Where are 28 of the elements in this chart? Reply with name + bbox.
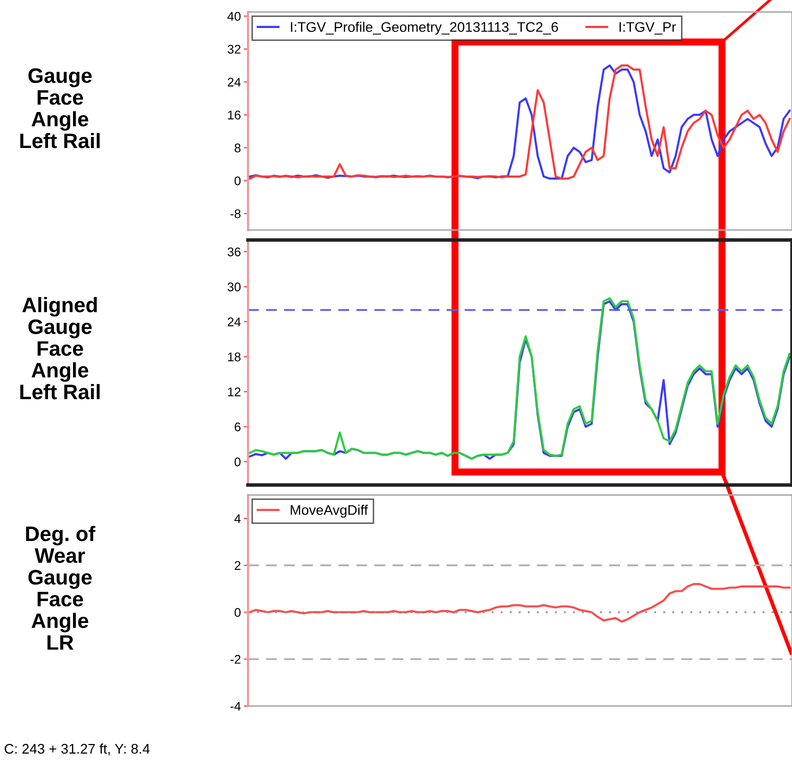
- y-tick-label: 12: [228, 387, 240, 396]
- y-tick-label: 36: [228, 247, 241, 256]
- y-axis-title: Aligned Gauge Face Angle Left Rail: [20, 297, 100, 400]
- y-axis-title: Gauge Face Angle Left Rail: [20, 68, 100, 148]
- y-tick-label: 30: [228, 282, 241, 292]
- y-tick-label: 24: [228, 78, 241, 86]
- line-series: [248, 583, 791, 623]
- y-tick-label: 32: [228, 44, 240, 54]
- y-tick-label: -2: [230, 654, 240, 664]
- y-tick-label: 18: [228, 352, 241, 362]
- y-tick-label: 24: [228, 317, 241, 326]
- legend-label: I:TGV_Pr: [620, 22, 676, 35]
- y-tick-label: 16: [228, 110, 241, 120]
- y-tick-label: 6: [234, 422, 241, 432]
- legend-label: MoveAvgDiff: [290, 504, 368, 518]
- y-axis-title: Deg. of Wear Gauge Face Angle LR: [26, 526, 96, 650]
- y-tick-label: 8: [234, 144, 241, 152]
- text: C: 243 + 31.27 ft, Y: 8.4: [4, 744, 150, 756]
- line-series: [248, 64, 791, 180]
- y-tick-label: -4: [230, 702, 241, 711]
- y-tick-label: 0: [234, 176, 241, 186]
- y-tick-label: 40: [227, 12, 241, 21]
- y-tick-label: 0: [234, 608, 241, 617]
- legend-label: I:TGV_Profile_Geometry_20131113_TC2_6: [290, 22, 558, 35]
- y-tick-label: 2: [234, 561, 240, 570]
- y-tick-label: -8: [230, 209, 241, 218]
- y-tick-label: 0: [234, 457, 241, 466]
- y-tick-label: 4: [234, 514, 241, 523]
